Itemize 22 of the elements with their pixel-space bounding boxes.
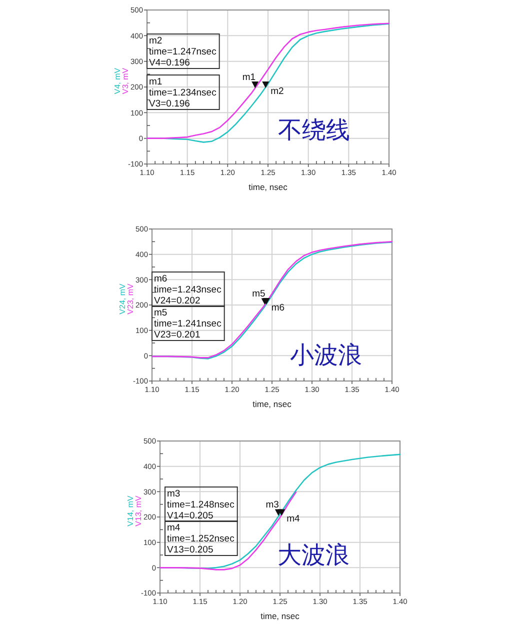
annotation: m1	[242, 72, 256, 84]
annotation: m4	[286, 514, 300, 525]
text: V4, mV	[113, 67, 122, 94]
readout-box: m2 time=1.247nsec V4=0.196	[146, 34, 220, 69]
annotation: m2	[270, 86, 284, 98]
readout-box: m4 time=1.252nsec V13=0.205	[164, 520, 238, 556]
annotation: m6	[271, 302, 285, 314]
text: V23, mV	[126, 283, 135, 314]
x-axis-title: time, nsec	[252, 399, 292, 409]
text: V3, mV	[121, 67, 130, 94]
x-axis-title: time, nsec	[248, 182, 288, 192]
readout-box: m5 time=1.241nsec V23=0.201	[152, 306, 225, 341]
readout-box: m1 time=1.234nsec V3=0.196	[146, 74, 220, 110]
annotation: m3	[266, 500, 279, 511]
annotation: m5	[252, 288, 266, 300]
x-axis-title: time, nsec	[260, 611, 300, 621]
text: V24, mV	[118, 283, 127, 314]
text: V14, mV	[126, 495, 135, 526]
annotation: 小波浪	[290, 342, 362, 370]
text: V13, mV	[134, 495, 143, 526]
annotation: 不绕线	[278, 118, 350, 144]
annotation: 大波浪	[278, 542, 350, 569]
